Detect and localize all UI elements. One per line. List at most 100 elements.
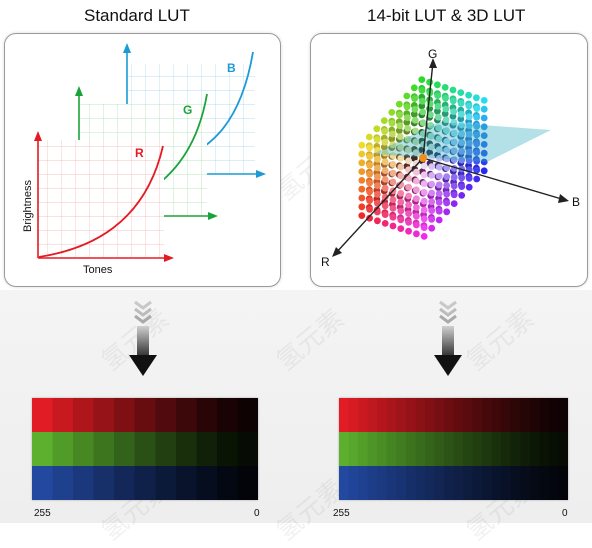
cube-point <box>397 207 405 215</box>
cube-point <box>473 122 481 130</box>
cube-point <box>428 180 436 188</box>
cube-point <box>465 102 473 110</box>
cube-point <box>389 169 397 177</box>
cube-point <box>374 191 381 198</box>
cube-point <box>413 168 420 176</box>
cube-point <box>434 113 442 121</box>
cube-point <box>435 155 443 162</box>
scale-start-label: 255 <box>333 508 350 519</box>
cube-point <box>465 183 473 191</box>
cube-point <box>405 210 412 218</box>
cube-point <box>413 160 420 167</box>
cube-point <box>457 89 465 96</box>
red-channel-graph: R <box>34 131 174 262</box>
cube-point <box>412 149 420 156</box>
cube-point <box>374 173 381 181</box>
cube-point <box>389 213 397 221</box>
cube-point <box>397 198 405 206</box>
cube-point <box>366 188 373 196</box>
cube-point <box>473 166 481 174</box>
cube-point <box>411 106 419 113</box>
scale-end-label: 0 <box>254 508 260 519</box>
cube-point <box>420 224 428 232</box>
cube-point <box>465 148 473 156</box>
cube-point <box>404 114 411 121</box>
cube-point <box>358 168 366 176</box>
cube-point <box>480 167 488 175</box>
cube-point <box>366 144 373 152</box>
cube-point <box>413 204 420 211</box>
cube-point <box>426 149 433 156</box>
cube-point <box>405 175 412 182</box>
cube-point <box>419 119 427 127</box>
cube-point <box>397 190 405 197</box>
cube-point <box>465 122 473 129</box>
cube-point <box>381 202 389 210</box>
cube-point <box>450 191 458 199</box>
channel-label-b: B <box>227 61 236 75</box>
channel-label-g: G <box>183 103 192 117</box>
channel-label-r: R <box>135 146 144 160</box>
cube-point <box>449 97 457 105</box>
cube-point <box>374 147 381 154</box>
cube-point <box>443 190 451 198</box>
cube-point <box>418 87 426 94</box>
cube-point <box>405 219 412 226</box>
cube-point <box>366 153 373 160</box>
cube-point <box>397 216 405 224</box>
cube-point <box>434 92 442 99</box>
cube-point <box>389 161 397 168</box>
cube-point <box>458 183 466 191</box>
cube-point <box>397 225 405 233</box>
cube-point <box>358 150 366 158</box>
cube-point <box>413 186 420 194</box>
cube-point <box>428 143 435 151</box>
cube-point <box>381 158 389 166</box>
cube-point <box>412 138 420 146</box>
cube-point <box>450 147 458 155</box>
cube-point <box>450 200 458 208</box>
cube-point <box>381 211 389 219</box>
cube-point <box>458 156 466 164</box>
cube-point <box>473 94 480 102</box>
cube-point <box>374 164 381 172</box>
cube-point <box>410 154 418 162</box>
cube-point <box>435 124 442 132</box>
blue-gradient-row <box>32 466 258 500</box>
cube-point <box>373 125 381 133</box>
cube-point <box>458 110 465 118</box>
cube-point <box>405 192 412 200</box>
cube-point <box>397 172 405 180</box>
cube-point <box>443 138 451 145</box>
cube-point <box>465 175 473 182</box>
cube-point <box>366 162 373 169</box>
cube-point <box>435 172 443 180</box>
cube-point <box>450 173 458 181</box>
blue-gradient-row <box>339 466 568 500</box>
cube-point <box>418 76 426 83</box>
cube-point <box>381 128 388 135</box>
cube-point <box>442 116 450 124</box>
axis-label-b: B <box>572 195 580 209</box>
cube-point <box>419 108 427 116</box>
cube-point <box>405 183 412 191</box>
cube-point <box>396 133 404 140</box>
cube-point <box>389 196 397 204</box>
down-arrow-icon <box>434 300 462 376</box>
cube-point <box>358 203 366 211</box>
cube-point <box>373 136 381 143</box>
cube-point <box>358 141 366 149</box>
green-gradient-row <box>339 432 568 466</box>
cube-point <box>473 114 481 121</box>
cube-point <box>443 146 451 154</box>
cube-point <box>465 157 473 165</box>
cube-point <box>404 146 412 154</box>
y-axis-label: Brightness <box>22 180 34 232</box>
cube-point <box>435 163 443 171</box>
cube-point <box>413 212 420 220</box>
cube-point <box>381 184 389 192</box>
cube-point <box>473 158 481 165</box>
cube-point <box>397 163 405 171</box>
cube-point <box>397 181 405 189</box>
cube-point <box>458 139 466 146</box>
